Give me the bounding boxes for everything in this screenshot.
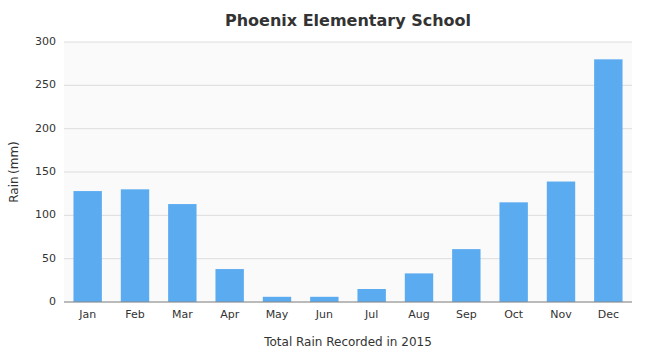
chart-container: 0 50 100 150 200 250 300 Jan Feb Mar Apr May Jun Jul A… [0, 0, 650, 360]
y-tick-label: 0 [49, 295, 56, 308]
y-tick-label: 200 [35, 122, 56, 135]
title: Phoenix Elementary School [225, 11, 471, 30]
bar [499, 202, 527, 302]
grid-line [64, 85, 632, 86]
bar [357, 289, 385, 302]
x-tick-label: May [266, 308, 289, 321]
x-tick-label: Aug [408, 308, 429, 321]
bar [168, 204, 196, 302]
x-axis-line [64, 302, 632, 303]
y-tick-label: 50 [42, 252, 56, 265]
bar [310, 297, 338, 302]
grid-line [64, 172, 632, 173]
bar [263, 297, 291, 302]
grid-line [64, 42, 632, 43]
x-tick-label: Nov [550, 308, 572, 321]
bar [73, 191, 101, 302]
x-tick-label: Jan [78, 308, 96, 321]
y-tick-label: 150 [35, 165, 56, 178]
x-tick-label: Dec [598, 308, 619, 321]
x-axis-label: Total Rain Recorded in 2015 [263, 335, 432, 349]
y-tick-label: 300 [35, 35, 56, 48]
grid [64, 42, 632, 302]
x-tick-label: Apr [220, 308, 240, 321]
bars [73, 59, 622, 302]
grid-line [64, 128, 632, 129]
x-tick-label: Sep [456, 308, 477, 321]
plot-background [64, 42, 632, 302]
x-tick-label: Oct [504, 308, 524, 321]
bar [215, 269, 243, 302]
bar [405, 273, 433, 302]
bar [121, 189, 149, 302]
y-tick-label: 100 [35, 208, 56, 221]
x-tick-label: Jul [364, 308, 378, 321]
y-axis-label: Rain (mm) [7, 141, 21, 203]
grid-line [64, 302, 632, 303]
x-tick-label: Mar [172, 308, 193, 321]
bar [452, 249, 480, 302]
y-axis: 0 50 100 150 200 250 300 [35, 35, 56, 308]
bar [594, 59, 622, 302]
x-tick-label: Feb [125, 308, 144, 321]
x-axis: Jan Feb Mar Apr May Jun Jul Aug Sep Oct Nov Dec [78, 308, 619, 321]
bar [547, 182, 575, 302]
x-tick-label: Jun [315, 308, 333, 321]
chart-svg: 0 50 100 150 200 250 300 Jan Feb Mar Apr May Jun Jul A… [0, 0, 650, 360]
y-tick-label: 250 [35, 78, 56, 91]
